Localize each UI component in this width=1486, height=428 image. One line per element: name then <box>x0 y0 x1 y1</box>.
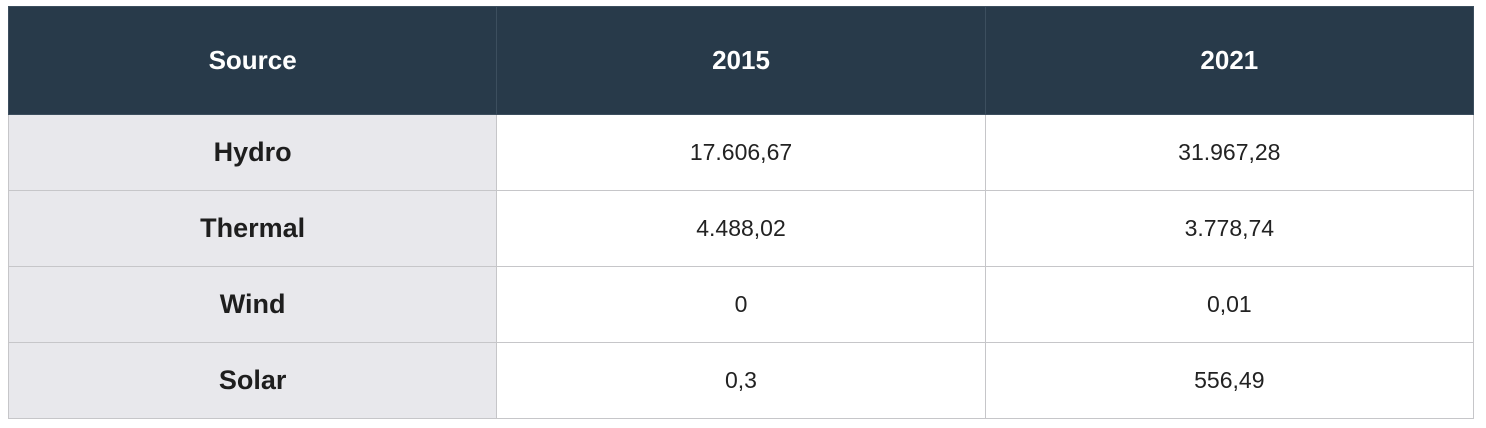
value-cell: 31.967,28 <box>984 114 1475 191</box>
value-cell: 4.488,02 <box>496 190 986 267</box>
header-row: Source 2015 2021 <box>7 6 1475 115</box>
value-cell: 3.778,74 <box>984 190 1475 267</box>
table-header: Source 2015 2021 <box>7 6 1475 115</box>
value-cell: 0,3 <box>496 342 986 419</box>
value-cell: 0 <box>496 266 986 343</box>
table-row: Solar 0,3 556,49 <box>7 342 1475 419</box>
table-row: Hydro 17.606,67 31.967,28 <box>7 114 1475 191</box>
table-row: Thermal 4.488,02 3.778,74 <box>7 190 1475 267</box>
row-label: Wind <box>7 266 498 343</box>
header-cell: Source <box>7 6 498 115</box>
table-row: Wind 0 0,01 <box>7 266 1475 343</box>
value-cell: 0,01 <box>984 266 1475 343</box>
header-cell: 2015 <box>496 6 986 115</box>
row-label: Thermal <box>7 190 498 267</box>
header-cell: 2021 <box>984 6 1475 115</box>
row-label: Solar <box>7 342 498 419</box>
value-cell: 17.606,67 <box>496 114 986 191</box>
data-table: Source 2015 2021 Hydro 17.606,67 31.967,28 Th… <box>7 6 1475 419</box>
table-body: Hydro 17.606,67 31.967,28 Thermal 4.488,02 3.… <box>7 114 1475 419</box>
value-cell: 556,49 <box>984 342 1475 419</box>
row-label: Hydro <box>7 114 498 191</box>
